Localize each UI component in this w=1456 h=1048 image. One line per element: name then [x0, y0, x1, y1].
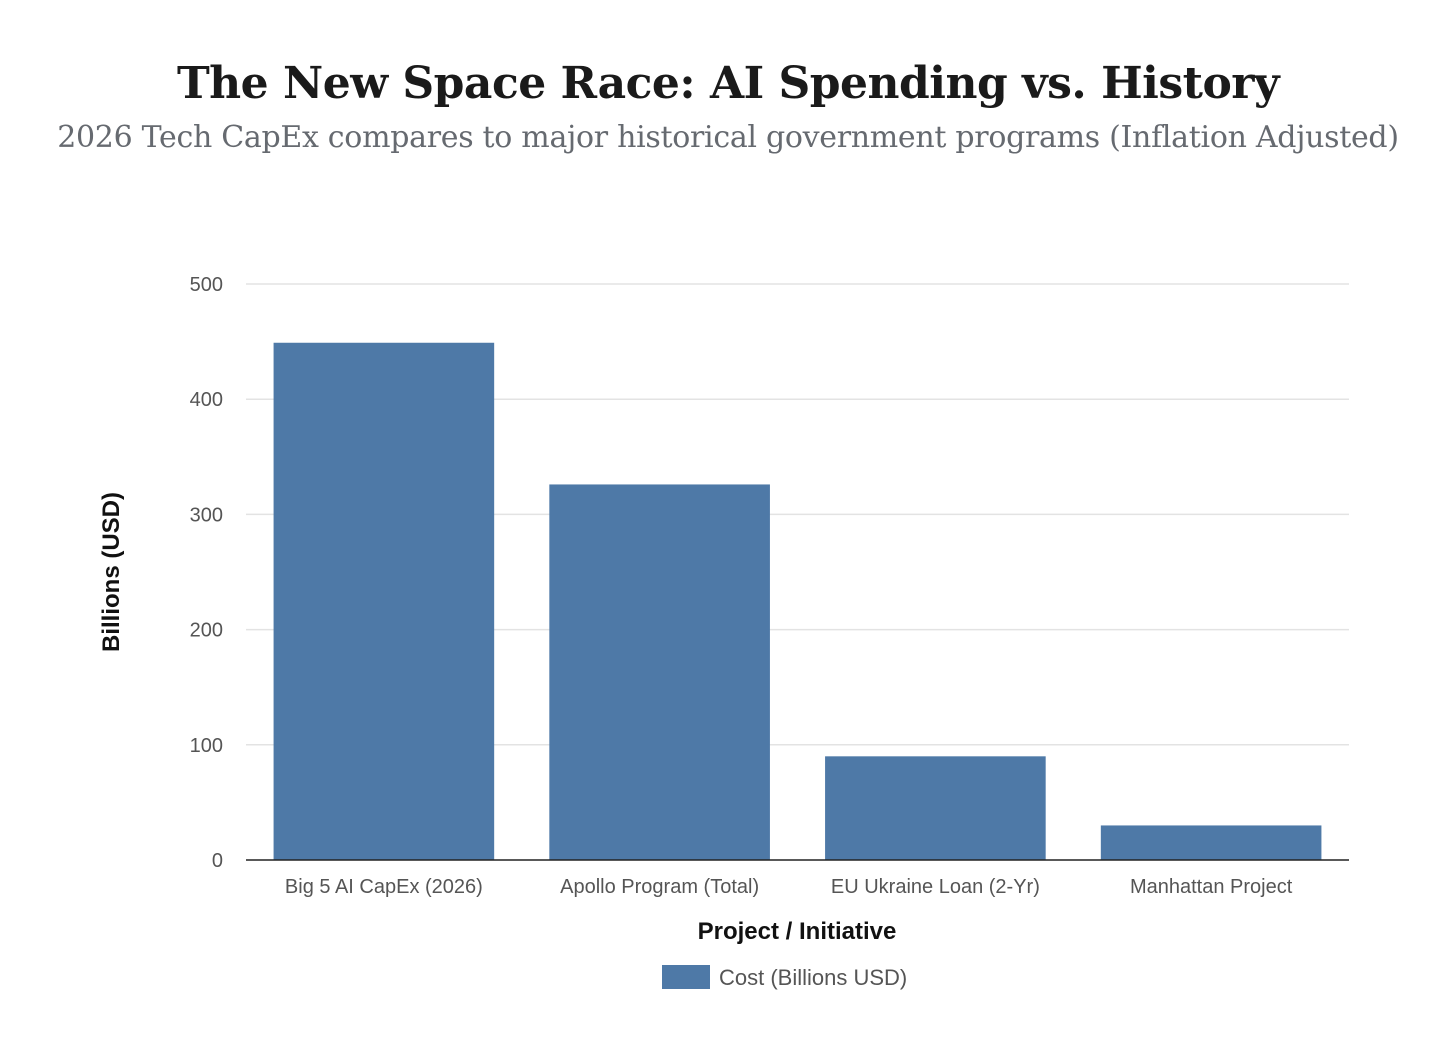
legend: Cost (Billions USD) [662, 965, 907, 990]
chart-subtitle: 2026 Tech CapEx compares to major histor… [57, 120, 1399, 155]
chart-title: The New Space Race: AI Spending vs. Hist… [176, 58, 1280, 109]
bars [273, 342, 1322, 860]
y-tick-label: 200 [190, 620, 223, 642]
x-axis-title: Project / Initiative [698, 918, 897, 945]
legend-swatch [662, 965, 710, 989]
bar [825, 756, 1046, 860]
y-tick-label: 100 [190, 735, 223, 757]
y-axis-ticks: 0 100 200 300 400 500 [190, 274, 223, 872]
legend-label: Cost (Billions USD) [719, 965, 907, 990]
y-tick-label: 300 [190, 504, 223, 526]
bar [549, 484, 770, 860]
x-tick-label: Apollo Program (Total) [560, 876, 759, 898]
x-tick-label: EU Ukraine Loan (2-Yr) [831, 876, 1040, 898]
x-tick-label: Manhattan Project [1130, 876, 1293, 898]
bar [273, 342, 495, 860]
x-tick-label: Big 5 AI CapEx (2026) [285, 876, 483, 898]
y-tick-label: 0 [212, 850, 223, 872]
y-tick-label: 400 [190, 389, 223, 411]
y-axis-title: Billions (USD) [98, 492, 125, 652]
x-axis-ticks: Big 5 AI CapEx (2026) Apollo Program (Tot… [285, 876, 1293, 898]
y-tick-label: 500 [190, 274, 223, 296]
bar [1100, 825, 1322, 860]
